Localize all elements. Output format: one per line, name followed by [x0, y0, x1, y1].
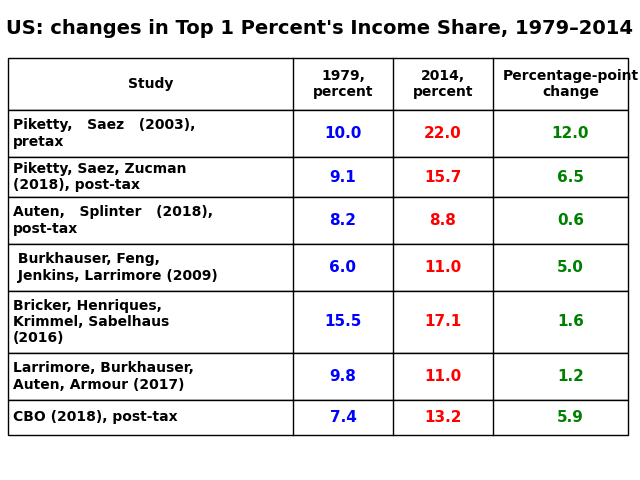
Bar — [8, 197, 628, 244]
Text: 1979,
percent: 1979, percent — [313, 69, 373, 99]
Text: Piketty,   Saez   (2003),
pretax: Piketty, Saez (2003), pretax — [13, 119, 195, 149]
Text: 8.8: 8.8 — [429, 213, 456, 228]
Text: 1.6: 1.6 — [557, 314, 584, 329]
Text: 0.6: 0.6 — [557, 213, 584, 228]
Text: 1.2: 1.2 — [557, 369, 584, 384]
Bar — [8, 110, 628, 157]
Text: Auten,   Splinter   (2018),
post-tax: Auten, Splinter (2018), post-tax — [13, 205, 213, 236]
Text: 5.9: 5.9 — [557, 410, 584, 425]
Text: 2014,
percent: 2014, percent — [413, 69, 473, 99]
Text: Larrimore, Burkhauser,
Auten, Armour (2017): Larrimore, Burkhauser, Auten, Armour (20… — [13, 361, 194, 392]
Text: 22.0: 22.0 — [424, 126, 462, 141]
Text: 12.0: 12.0 — [552, 126, 589, 141]
Bar — [8, 244, 628, 291]
Text: 15.7: 15.7 — [424, 169, 461, 184]
Text: Bricker, Henriques,
Krimmel, Sabelhaus
(2016): Bricker, Henriques, Krimmel, Sabelhaus (… — [13, 299, 169, 345]
Bar — [8, 58, 628, 110]
Text: 9.1: 9.1 — [330, 169, 356, 184]
Text: US: changes in Top 1 Percent's Income Share, 1979–2014: US: changes in Top 1 Percent's Income Sh… — [6, 19, 634, 37]
Text: CBO (2018), post-tax: CBO (2018), post-tax — [13, 410, 178, 424]
Text: 17.1: 17.1 — [424, 314, 461, 329]
Text: 6.5: 6.5 — [557, 169, 584, 184]
Text: 11.0: 11.0 — [424, 369, 461, 384]
Text: Burkhauser, Feng,
 Jenkins, Larrimore (2009): Burkhauser, Feng, Jenkins, Larrimore (20… — [13, 252, 218, 283]
Text: 10.0: 10.0 — [324, 126, 362, 141]
Bar — [8, 157, 628, 197]
Text: 13.2: 13.2 — [424, 410, 461, 425]
Text: 6.0: 6.0 — [330, 260, 356, 275]
Text: 8.2: 8.2 — [330, 213, 356, 228]
Bar — [8, 353, 628, 400]
Text: 11.0: 11.0 — [424, 260, 461, 275]
Text: 15.5: 15.5 — [324, 314, 362, 329]
Text: 5.0: 5.0 — [557, 260, 584, 275]
Text: 9.8: 9.8 — [330, 369, 356, 384]
Text: 7.4: 7.4 — [330, 410, 356, 425]
Text: Piketty, Saez, Zucman
(2018), post-tax: Piketty, Saez, Zucman (2018), post-tax — [13, 162, 186, 192]
Text: Study: Study — [128, 77, 173, 91]
Bar — [8, 291, 628, 353]
Bar — [8, 400, 628, 435]
Text: Percentage-point
change: Percentage-point change — [502, 69, 639, 99]
